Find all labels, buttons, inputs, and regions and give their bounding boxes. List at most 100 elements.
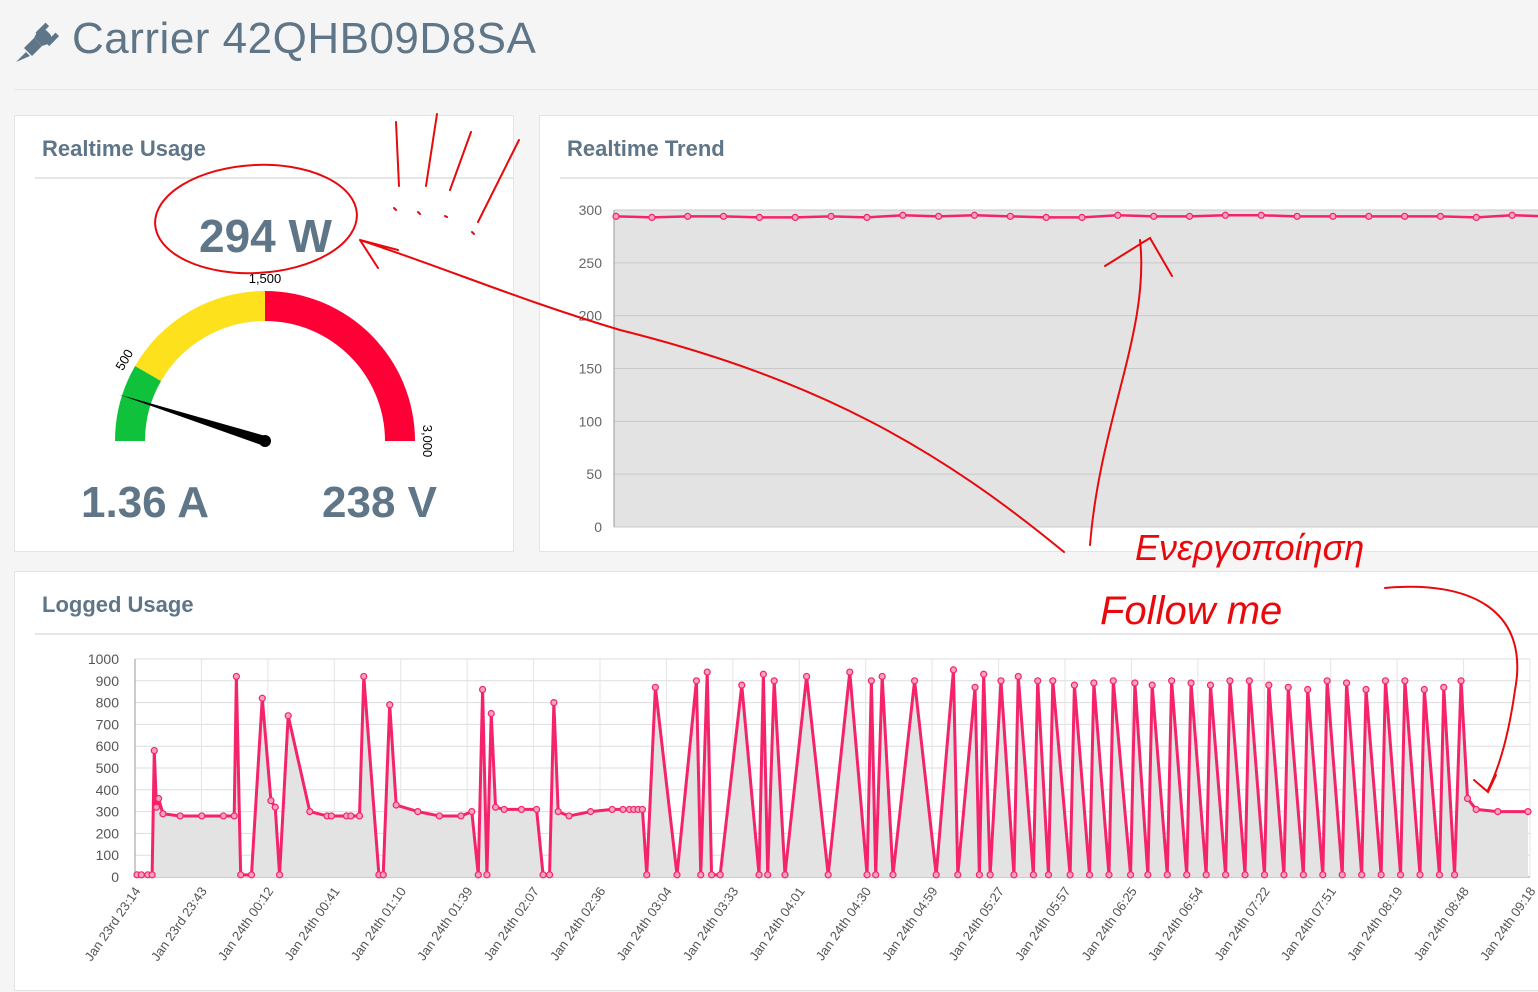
x-tick-label: Jan 24th 08:48 xyxy=(1410,884,1472,963)
trend-point xyxy=(827,212,835,220)
gauge-label-3000: 3,000 xyxy=(420,425,435,458)
logged-point xyxy=(1420,685,1428,694)
logged-point xyxy=(673,871,681,879)
current-value: 1.36 A xyxy=(81,478,210,527)
y-tick-label: 300 xyxy=(579,202,603,218)
logged-point xyxy=(414,808,422,816)
x-tick-label: Jan 24th 07:51 xyxy=(1278,884,1340,963)
logged-point xyxy=(491,803,500,811)
trend-point xyxy=(791,213,799,221)
logged-point xyxy=(975,871,983,879)
trend-point xyxy=(1150,212,1158,220)
x-tick-label: Jan 24th 03:33 xyxy=(680,884,742,963)
logged-point xyxy=(770,677,778,685)
y-tick-label: 400 xyxy=(96,782,120,798)
x-tick-label: Jan 24th 05:57 xyxy=(1012,884,1074,963)
logged-point xyxy=(1377,871,1385,879)
page-title: Carrier 42QHB09D8SA xyxy=(72,14,537,63)
logged-point xyxy=(545,871,554,879)
logged-point xyxy=(781,871,789,879)
logged-point xyxy=(435,812,443,820)
logged-point xyxy=(176,812,184,820)
x-tick-label: Jan 24th 00:41 xyxy=(281,884,343,963)
logged-point xyxy=(1066,871,1074,879)
y-tick-label: 150 xyxy=(579,361,603,377)
realtime-usage-panel: Realtime Usage 294 W 500 1,500 3,000 1.3… xyxy=(14,115,514,552)
x-tick-label: Jan 24th 01:10 xyxy=(348,884,410,963)
logged-point xyxy=(306,808,314,816)
logged-point xyxy=(986,871,994,879)
realtime-trend-chart: 0 50 100 150 200 250 300 xyxy=(579,202,1538,535)
logged-point xyxy=(355,812,364,820)
logged-point xyxy=(517,805,526,814)
y-tick-label: 0 xyxy=(594,519,602,535)
logged-point xyxy=(703,668,711,676)
voltage-value: 238 V xyxy=(322,478,437,527)
logged-point xyxy=(971,683,979,691)
logged-point xyxy=(846,668,854,676)
logged-point xyxy=(230,812,238,820)
logged-point xyxy=(1222,871,1230,879)
logged-point xyxy=(483,871,491,879)
x-tick-label: Jan 24th 03:04 xyxy=(613,884,675,963)
logged-point xyxy=(586,808,595,816)
x-tick-label: Jan 24th 08:19 xyxy=(1344,884,1406,963)
logged-point xyxy=(554,808,562,816)
x-tick-label: Jan 24th 07:22 xyxy=(1211,884,1273,963)
logged-point xyxy=(1049,677,1057,685)
y-tick-label: 100 xyxy=(579,413,603,429)
trend-point xyxy=(1329,212,1337,220)
x-tick-label: Jan 23rd 23:14 xyxy=(81,884,143,964)
logged-point xyxy=(532,805,541,814)
logged-point xyxy=(550,699,558,707)
trend-point xyxy=(1472,213,1480,221)
gauge-label-1500: 1,500 xyxy=(249,271,282,286)
gauge-yellow-band xyxy=(135,291,265,381)
y-tick-label: 100 xyxy=(96,847,120,863)
logged-point xyxy=(360,672,368,681)
logged-point xyxy=(1524,808,1532,816)
x-tick-label: Jan 24th 06:54 xyxy=(1145,884,1207,963)
logged-point xyxy=(1381,677,1390,685)
logged-point xyxy=(1206,681,1215,689)
logged-point xyxy=(1260,871,1269,879)
logged-point xyxy=(148,871,156,879)
trend-point xyxy=(1185,212,1194,220)
logged-point xyxy=(764,871,772,879)
y-tick-label: 300 xyxy=(96,804,120,820)
logged-point xyxy=(219,812,227,820)
logged-point xyxy=(651,683,659,691)
logged-point xyxy=(1034,677,1042,685)
logged-point xyxy=(1070,681,1079,689)
logged-point xyxy=(392,801,400,809)
logged-point xyxy=(1202,871,1210,879)
trend-point xyxy=(1114,211,1122,219)
logged-point xyxy=(386,701,394,709)
y-tick-label: 600 xyxy=(96,738,120,754)
logged-point xyxy=(1226,677,1234,685)
trend-point xyxy=(612,212,620,220)
trend-point xyxy=(1293,212,1301,220)
logged-point xyxy=(755,871,763,879)
logged-point xyxy=(137,871,145,879)
header-divider xyxy=(14,89,1538,90)
logged-point xyxy=(1494,808,1502,816)
y-tick-label: 1000 xyxy=(88,651,119,667)
trend-point xyxy=(1042,213,1050,221)
realtime-usage-title: Realtime Usage xyxy=(42,136,206,161)
plug-icon xyxy=(16,22,60,62)
trend-point xyxy=(970,211,979,219)
trend-point xyxy=(1078,213,1086,221)
x-tick-label: Jan 24th 04:30 xyxy=(813,884,875,963)
logged-point xyxy=(237,871,245,879)
logged-point xyxy=(1284,683,1292,691)
y-tick-label: 500 xyxy=(96,760,120,776)
logged-point xyxy=(1131,679,1139,687)
page-header: Carrier 42QHB09D8SA xyxy=(0,0,1538,88)
x-tick-label: Jan 24th 05:27 xyxy=(945,884,1007,963)
logged-point xyxy=(692,677,701,685)
x-tick-label: Jan 24th 01:39 xyxy=(414,884,476,963)
logged-point xyxy=(247,871,256,879)
logged-point xyxy=(1435,871,1444,879)
trend-point xyxy=(684,212,692,220)
